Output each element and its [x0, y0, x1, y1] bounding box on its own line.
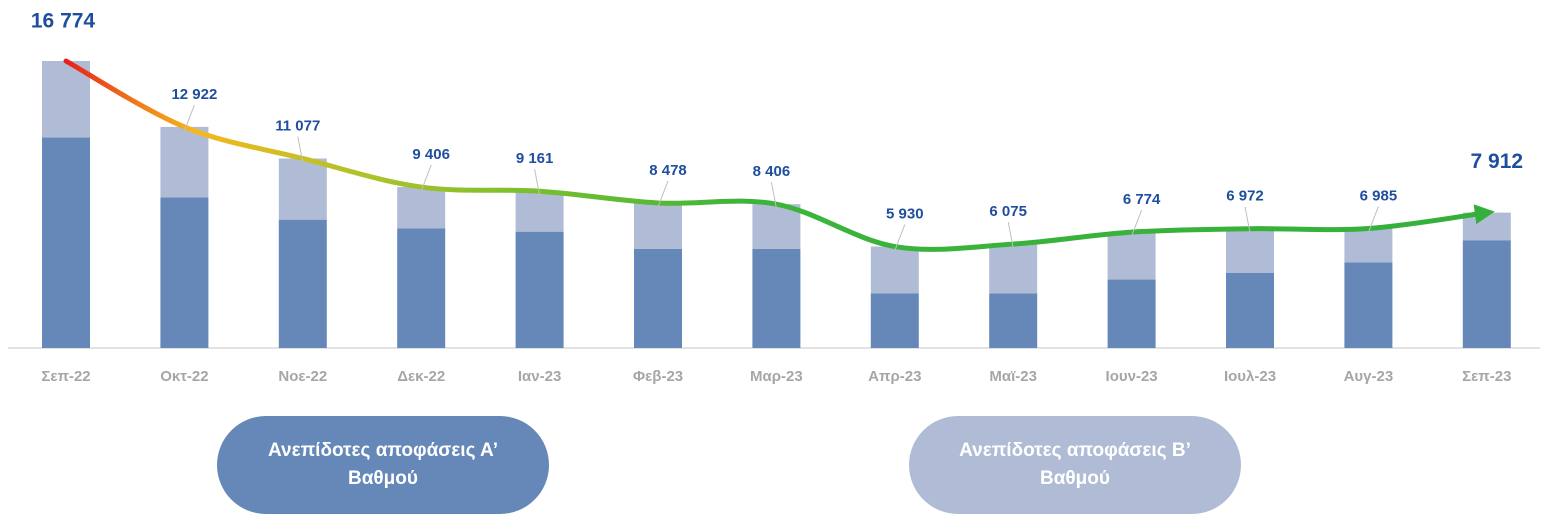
leader-line	[1367, 206, 1379, 233]
leader-line	[770, 182, 777, 209]
legend-item: Ανεπίδοτες αποφάσεις Β’ Βαθμού	[909, 416, 1241, 514]
leader-line	[894, 224, 906, 251]
bar-segment	[1344, 262, 1393, 348]
bar-segment	[870, 293, 919, 348]
x-tick-label: Δεκ-22	[397, 368, 445, 385]
trend-line	[63, 58, 1495, 252]
x-tick-label: Αυγ-23	[1344, 368, 1394, 385]
x-tick-label: Σεπ-22	[41, 368, 90, 385]
bar-segment	[989, 293, 1038, 348]
x-tick-label: Φεβ-23	[633, 368, 683, 385]
data-label: 6 985	[1360, 187, 1398, 204]
leader-line	[1244, 206, 1251, 233]
bar-segment	[515, 191, 564, 232]
bar-segment	[634, 202, 682, 249]
x-tick-label: Ιαν-23	[518, 368, 561, 385]
bar-segment	[160, 126, 209, 198]
leader-line	[420, 164, 432, 192]
bar-segment	[1107, 279, 1156, 348]
bar-segment	[1344, 228, 1393, 263]
bar-segment	[1107, 232, 1156, 280]
data-label: 6 972	[1226, 188, 1264, 205]
leader-line	[534, 169, 541, 196]
bar-segment	[752, 248, 801, 348]
chart: Σεπ-22 Οκτ-22 Νοε-22 Δεκ-22 Ιαν-23 Φεβ-23 Μαρ-…	[8, 10, 1540, 385]
data-label: 9 161	[516, 150, 554, 167]
data-label: 8 478	[649, 162, 687, 179]
data-label: 5 930	[886, 206, 924, 223]
bar-segment	[1462, 240, 1511, 348]
bar-segment	[397, 187, 446, 229]
x-tick-label: Μαϊ-23	[989, 368, 1037, 385]
data-label: 8 406	[753, 163, 791, 180]
data-label: 6 075	[989, 203, 1027, 220]
bar-segment	[1226, 272, 1274, 348]
bar-segment	[160, 197, 209, 348]
bar-segment	[278, 219, 327, 348]
bar-segment	[870, 246, 919, 294]
data-label: 16 774	[31, 10, 96, 33]
legend-item: Ανεπίδοτες αποφάσεις Α’ Βαθμού	[217, 416, 549, 514]
x-tick-label: Νοε-22	[278, 368, 327, 385]
bar-segment	[752, 204, 801, 249]
data-label: 9 406	[412, 146, 450, 163]
data-label: 11 077	[275, 117, 320, 134]
data-label: 7 912	[1471, 150, 1524, 173]
x-tick-label: Σεπ-23	[1462, 368, 1511, 385]
x-tick-label: Ιουλ-23	[1224, 368, 1276, 385]
bar-segment	[278, 158, 327, 220]
bar-segment	[515, 231, 564, 348]
bar-segment	[989, 244, 1038, 294]
x-tick-label: Οκτ-22	[160, 368, 208, 385]
bar-segment	[42, 61, 90, 138]
leader-line	[657, 180, 669, 208]
leader-line	[1131, 209, 1143, 237]
bar-segment	[634, 248, 682, 348]
x-tick-label: Ιουν-23	[1106, 368, 1158, 385]
data-label: 6 774	[1123, 191, 1161, 208]
legend-label: Ανεπίδοτες αποφάσεις Α’ Βαθμού	[268, 440, 498, 489]
legend-label: Ανεπίδοτες αποφάσεις Β’ Βαθμού	[959, 440, 1191, 489]
x-tick-label: Απρ-23	[868, 368, 921, 385]
leader-line	[1007, 221, 1014, 249]
leader-line	[183, 104, 195, 132]
bar-segment	[42, 137, 90, 348]
bar-segment	[397, 228, 446, 348]
x-tick-label: Μαρ-23	[750, 368, 803, 385]
bar-segment	[1226, 228, 1274, 273]
data-label: 12 922	[171, 86, 217, 103]
leader-line	[297, 136, 304, 163]
